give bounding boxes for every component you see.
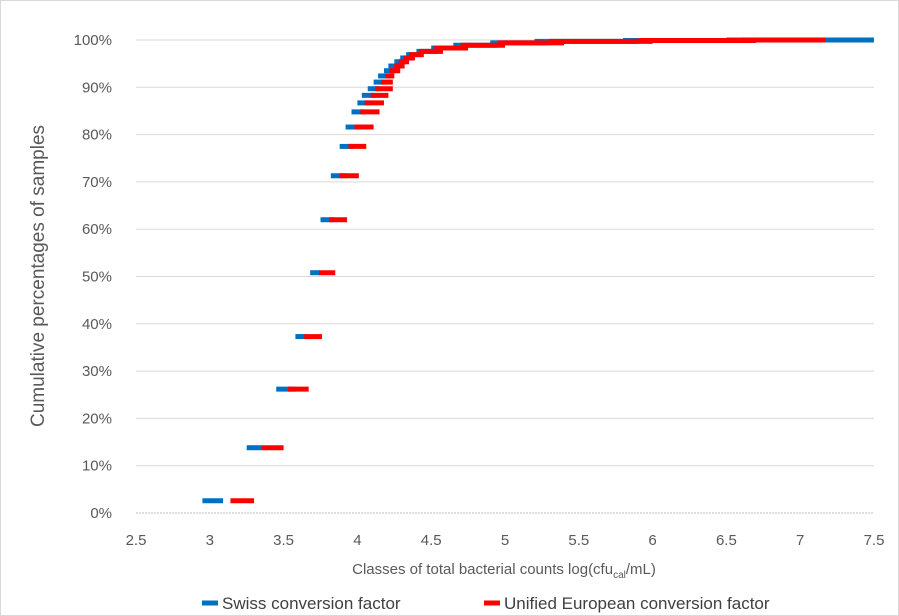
- x-tick-label: 4.5: [421, 532, 442, 549]
- x-axis-title-main: Classes of total bacterial counts log(cf…: [352, 561, 613, 578]
- legend-swiss-label: Swiss conversion factor: [222, 594, 401, 613]
- x-tick-label: 5: [501, 532, 509, 549]
- y-tick-label: 70%: [82, 174, 112, 191]
- x-axis-title-tail: /mL): [626, 561, 656, 578]
- y-tick-label: 60%: [82, 221, 112, 238]
- y-tick-label: 30%: [82, 363, 112, 380]
- x-tick-label: 6.5: [716, 532, 737, 549]
- x-tick-label: 3: [206, 532, 214, 549]
- y-tick-label: 100%: [74, 32, 112, 49]
- y-tick-labels: 0% 10% 20% 30% 40% 50% 60% 70% 80% 90% 100%: [74, 32, 112, 522]
- legend: Swiss conversion factor Unified European…: [202, 594, 770, 613]
- y-tick-label: 80%: [82, 127, 112, 144]
- y-tick-label: 0%: [90, 505, 112, 522]
- series-swiss: [202, 37, 874, 504]
- series-european: [230, 37, 826, 504]
- y-tick-label: 90%: [82, 79, 112, 96]
- x-tick-label: 6: [648, 532, 656, 549]
- x-tick-label: 7: [796, 532, 804, 549]
- gridlines: [136, 39, 874, 514]
- y-tick-label: 20%: [82, 410, 112, 427]
- legend-european-label: Unified European conversion factor: [504, 594, 770, 613]
- x-tick-label: 2.5: [126, 532, 147, 549]
- y-tick-label: 10%: [82, 458, 112, 475]
- y-tick-label: 50%: [82, 269, 112, 286]
- x-axis-title: Classes of total bacterial counts log(cf…: [352, 561, 656, 581]
- x-tick-label: 3.5: [273, 532, 294, 549]
- y-axis-title: Cumulative percentages of samples: [28, 125, 49, 427]
- x-tick-label: 4: [353, 532, 361, 549]
- series-layer: [202, 37, 874, 504]
- x-tick-labels: 2.5 3 3.5 4 4.5 5 5.5 6 6.5 7 7.5: [126, 532, 885, 549]
- y-tick-label: 40%: [82, 316, 112, 333]
- x-tick-label: 5.5: [568, 532, 589, 549]
- x-axis-title-subscript: cal: [613, 570, 626, 581]
- x-tick-label: 7.5: [864, 532, 885, 549]
